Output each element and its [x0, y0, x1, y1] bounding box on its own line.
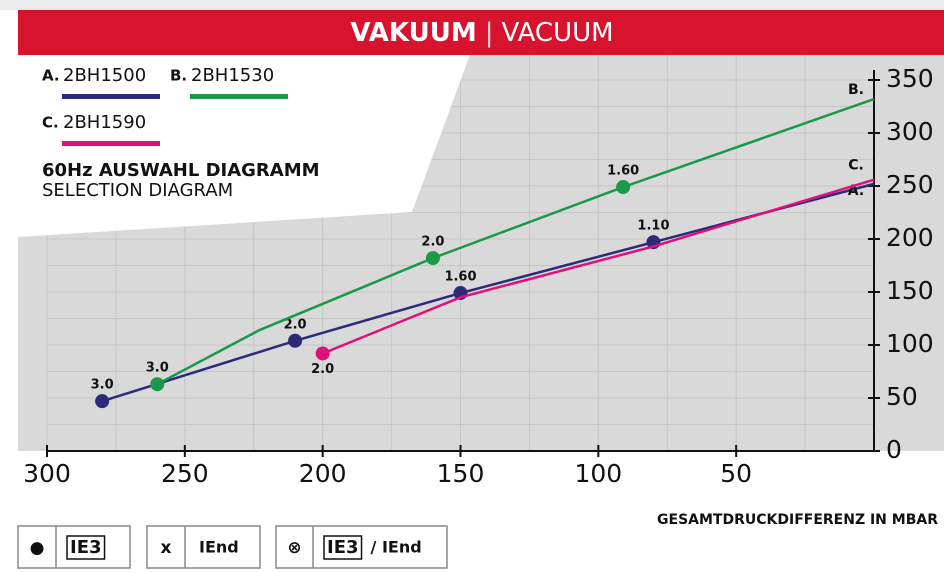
point-marker: [616, 180, 631, 195]
y-tick-label: 300: [886, 117, 934, 146]
x-tick-label: 250: [161, 459, 209, 488]
y-tick-label: 0: [886, 435, 902, 464]
point-marker: [150, 377, 165, 392]
top-strip: [0, 0, 944, 10]
ie3-frame: [66, 535, 106, 560]
point-label: 1.60: [444, 270, 476, 285]
legend-swatch: [62, 141, 160, 146]
footer-text: IEnd: [199, 538, 239, 557]
y-tick-label: 100: [886, 329, 934, 358]
series-end-label: B.: [848, 82, 864, 98]
y-tick-label: 150: [886, 276, 934, 305]
point-marker: [315, 346, 330, 361]
footer-symbol: ●: [30, 538, 45, 558]
point-label: 2.0: [311, 362, 334, 377]
legend-swatch: [62, 94, 160, 99]
point-label: 3.0: [146, 361, 169, 376]
footer-text: IE3: [327, 537, 359, 558]
y-tick-label: 350: [886, 64, 934, 93]
y-tick-label: 250: [886, 170, 934, 199]
subtitle-bold: 60Hz AUSWAHL DIAGRAMM: [42, 160, 320, 181]
legend-box: [18, 55, 470, 237]
footer-suffix: / IEnd: [371, 538, 422, 557]
x-tick-label: 200: [299, 459, 347, 488]
y-tick-label: 50: [886, 382, 918, 411]
point-label: 2.0: [284, 317, 307, 332]
ie3-frame: [323, 535, 363, 560]
x-tick-label: 50: [720, 459, 752, 488]
point-label: 2.0: [421, 235, 444, 250]
point-label: 3.0: [91, 378, 114, 393]
title-sep: |: [485, 18, 494, 48]
point-marker: [425, 251, 440, 266]
footer-box: [146, 525, 261, 569]
footer-text: IE3: [70, 537, 102, 558]
x-tick-label: 150: [437, 459, 485, 488]
y-tick-label: 200: [886, 223, 934, 252]
legend-swatch: [190, 94, 288, 99]
legend-label: 2BH1500: [63, 65, 146, 86]
legend-label: 2BH1530: [191, 65, 274, 86]
point-label: 1.10: [637, 219, 669, 234]
point-marker: [95, 394, 110, 409]
x-axis-label: GESAMTDRUCKDIFFERENZ IN MBAR: [657, 512, 938, 528]
footer-symbol: x: [161, 538, 172, 558]
footer-box: [17, 525, 131, 569]
footer-symbol: ⊗: [287, 538, 301, 558]
legend-letter: A.: [42, 67, 60, 85]
series-line: [322, 178, 875, 355]
legend-label: 2BH1590: [63, 112, 146, 133]
x-tick-label: 300: [23, 459, 71, 488]
x-tick-label: 100: [574, 459, 622, 488]
series-end-label: C.: [848, 158, 864, 174]
header-bar: [18, 10, 944, 55]
legend-letter: B.: [170, 67, 187, 85]
point-label: 1.60: [607, 164, 639, 179]
header-title: VAKUUM | VACUUM: [350, 18, 613, 48]
title: VACUUM: [501, 18, 613, 48]
legend-letter: C.: [42, 114, 59, 132]
subtitle: SELECTION DIAGRAM: [42, 180, 233, 201]
point-marker: [288, 333, 303, 348]
title-bold: VAKUUM: [350, 18, 476, 48]
